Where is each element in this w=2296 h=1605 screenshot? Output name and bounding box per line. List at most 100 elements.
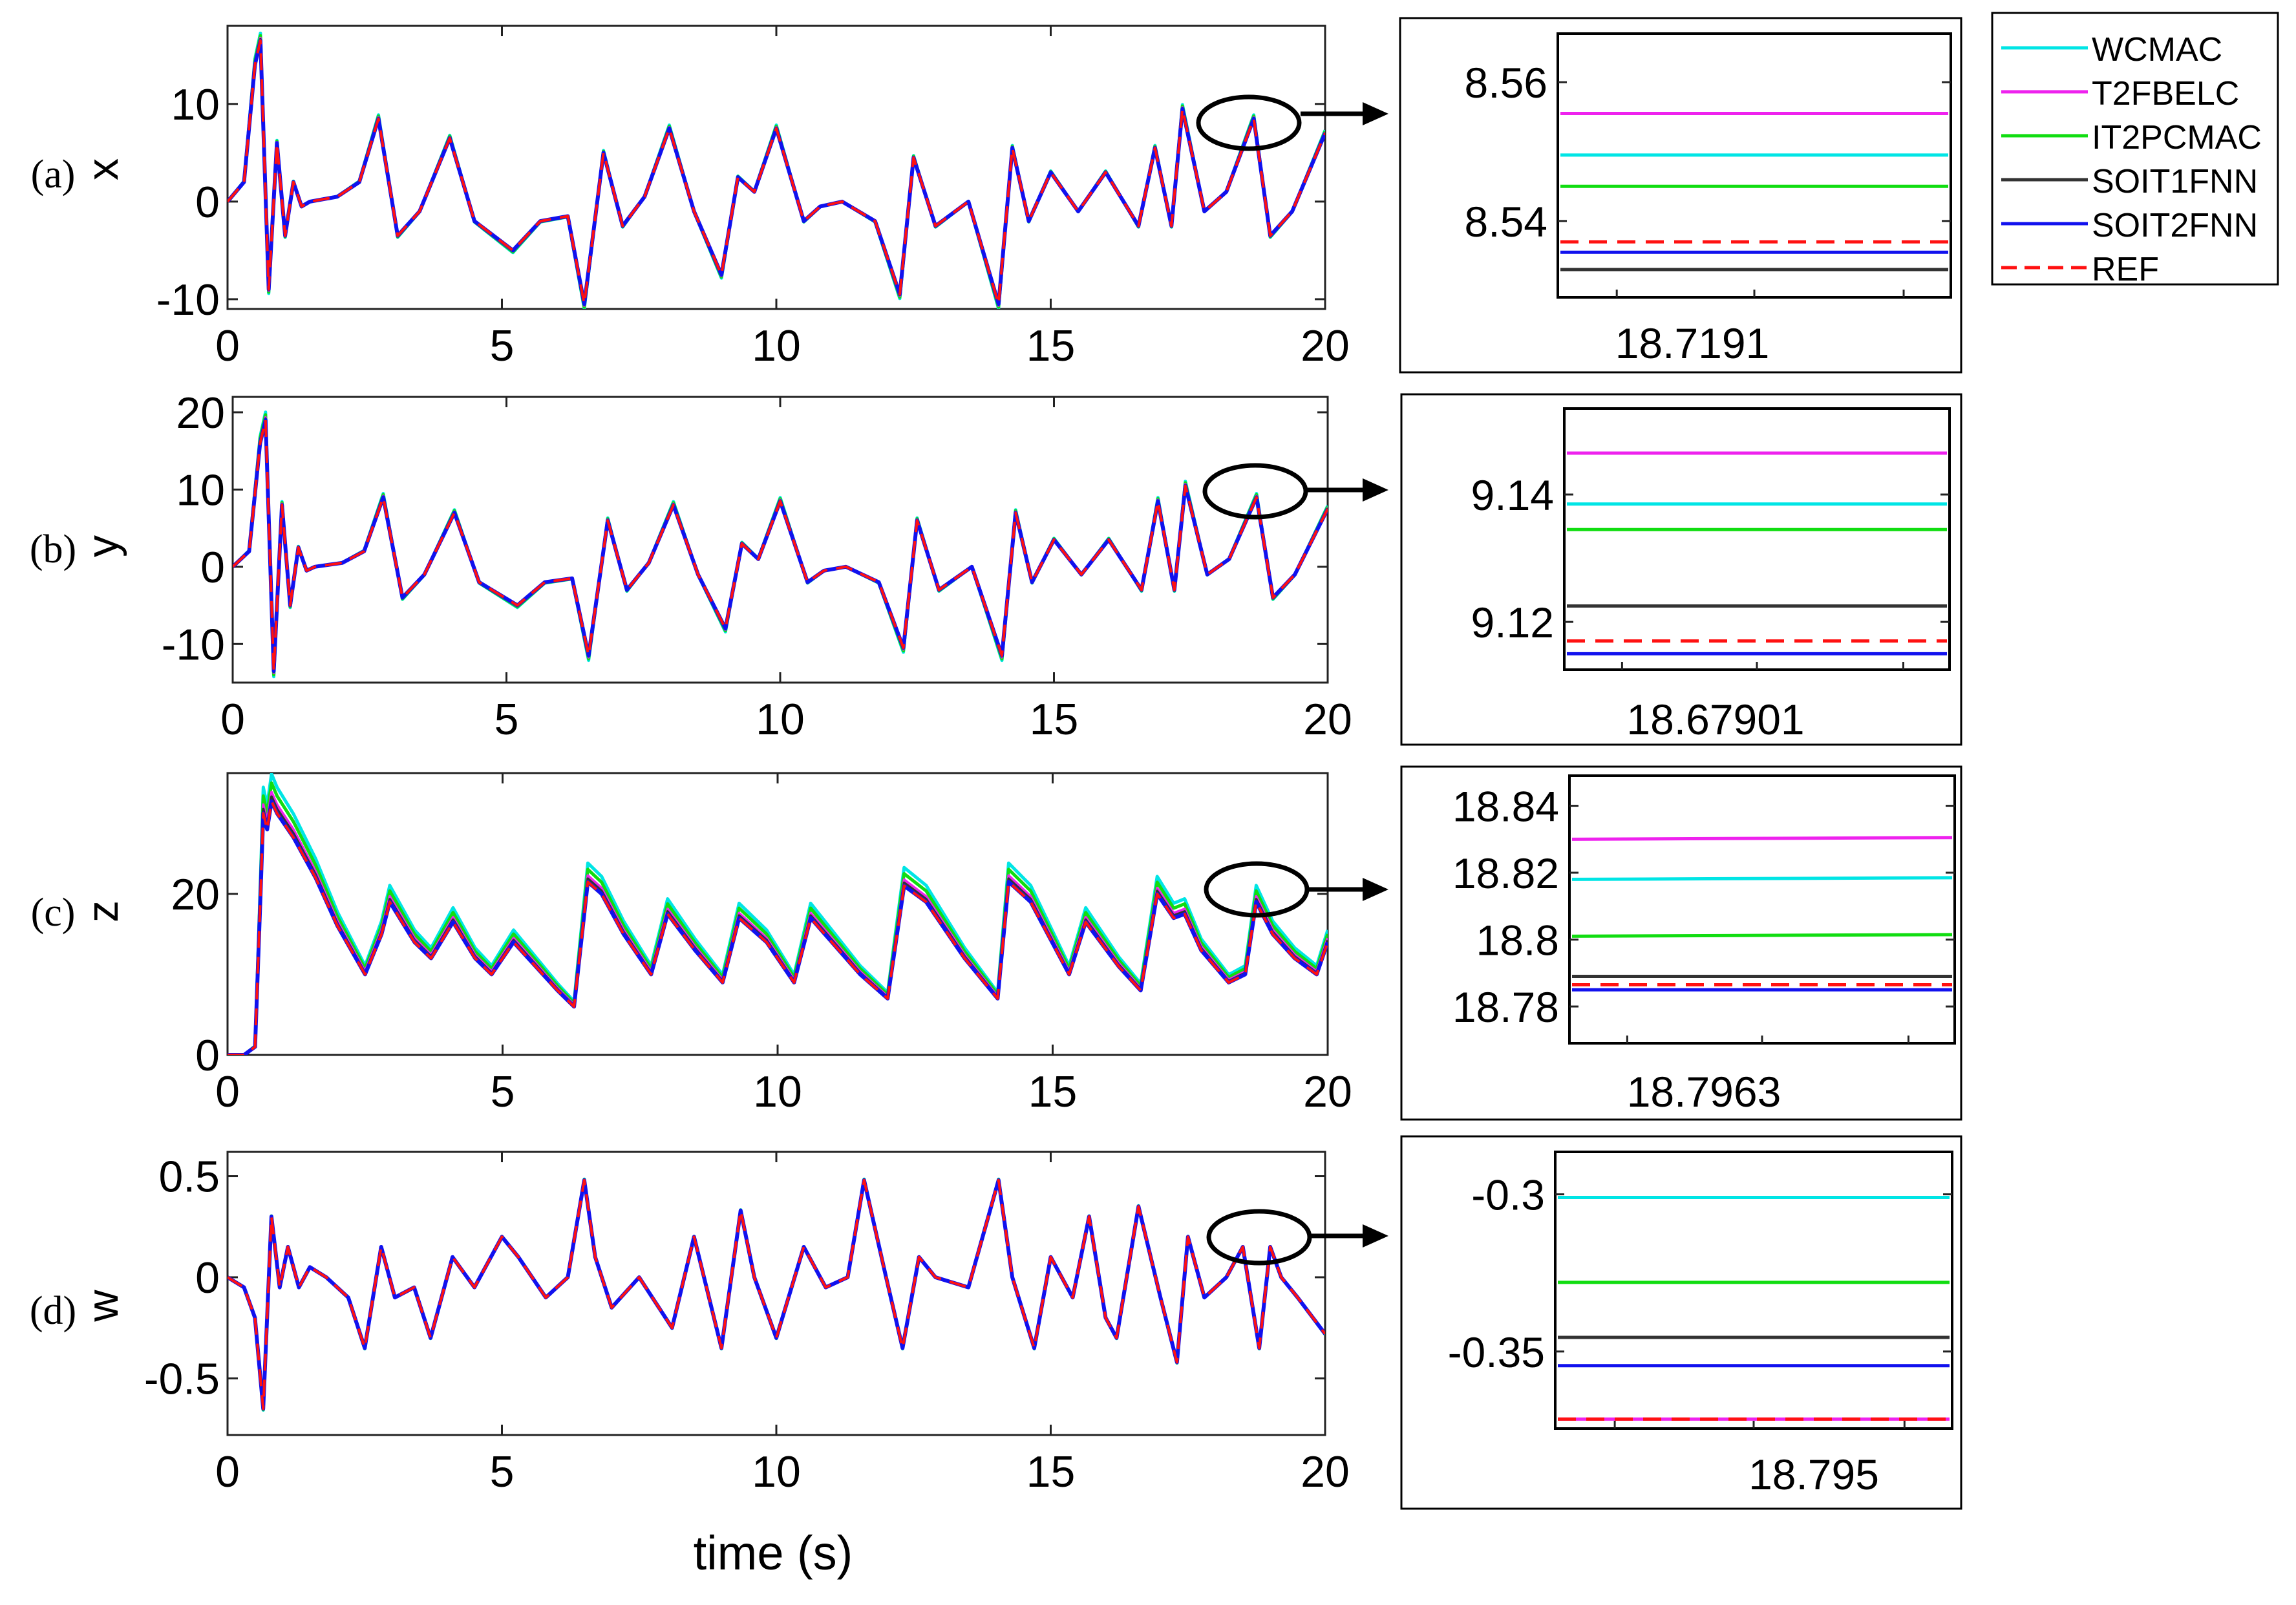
zoom-y-tick-label: 18.82	[1452, 849, 1559, 897]
zoom-chart-4: -0.35 -0.3 18.795	[1400, 1135, 1962, 1510]
x-tick-label: 5	[490, 321, 515, 370]
zoom-x-label: 18.7963	[1627, 1068, 1781, 1116]
y-tick-label: 20	[176, 388, 225, 438]
x-tick-label: 10	[752, 1447, 801, 1496]
main-chart-4: 0 5 10 15 20 -0.5 0 0.5 (d) w	[30, 1151, 1350, 1496]
series-ref	[233, 418, 1328, 673]
x-tick-label: 15	[1026, 1447, 1076, 1496]
panel-label: (a)	[31, 153, 76, 197]
zoom-y-tick-label: -0.35	[1448, 1328, 1545, 1376]
x-tick-label: 10	[753, 1067, 802, 1116]
legend-items: WCMAC T2FBELC IT2PCMAC SOIT1FNN SOIT2FNN REF	[2001, 31, 2262, 288]
zoom-x-label: 18.67901	[1626, 696, 1804, 743]
callout-arrow-head	[1363, 1224, 1388, 1248]
zoom-chart-1: 8.54 8.56 18.7191	[1399, 17, 1962, 374]
legend-item-it2pcmac: IT2PCMAC	[2001, 119, 2262, 156]
zoom-y-tick-label: 9.12	[1471, 599, 1554, 646]
legend-label: IT2PCMAC	[2092, 119, 2262, 156]
x-tick-label: 20	[1303, 695, 1352, 744]
zoom-y-tick-label: -0.3	[1471, 1171, 1545, 1219]
plot-area	[226, 1151, 1326, 1436]
zoom-series-it2pcmac	[1571, 933, 1953, 938]
x-tick-label: 10	[752, 321, 801, 370]
x-tick-label: 10	[756, 695, 805, 744]
callouts	[1196, 94, 1388, 1266]
plot-area	[231, 396, 1329, 684]
x-axis-label: time (s)	[694, 1526, 853, 1580]
zoom-y-tick-label: 18.8	[1476, 917, 1559, 964]
zoom-x-label: 18.795	[1749, 1451, 1879, 1498]
y-tick-label: -10	[162, 620, 225, 669]
zoom-chart-3: 18.78 18.8 18.82 18.84 18.7963	[1400, 765, 1962, 1121]
y-axis-label: w	[78, 1290, 127, 1323]
zoom-series-wcmac	[1571, 876, 1953, 881]
series-ref	[228, 39, 1325, 306]
legend-item-wcmac: WCMAC	[2001, 31, 2222, 69]
plot-area	[226, 772, 1329, 1056]
y-tick-label: 20	[171, 870, 220, 919]
zoom-plot-area	[1563, 407, 1951, 671]
x-tick-label: 15	[1026, 321, 1076, 370]
y-axis-label: z	[78, 900, 127, 922]
x-tick-label: 15	[1028, 1067, 1078, 1116]
x-tick-label: 5	[491, 1067, 515, 1116]
zoom-y-tick-label: 18.78	[1452, 983, 1559, 1031]
legend-label: SOIT2FNN	[2092, 207, 2258, 244]
plot-area	[226, 25, 1326, 310]
panel-label: (b)	[30, 527, 76, 571]
x-tick-label: 0	[215, 1067, 240, 1116]
callout-arrow-head	[1363, 478, 1388, 502]
panel-label: (d)	[30, 1289, 76, 1333]
y-tick-label: -10	[156, 275, 220, 324]
callout-arrow-head	[1363, 102, 1388, 125]
legend-label: REF	[2092, 251, 2159, 288]
series-wcmac	[228, 773, 1328, 1055]
callout-ellipse	[1204, 861, 1310, 918]
y-tick-label: 0	[195, 178, 220, 227]
x-tick-label: 20	[1301, 1447, 1350, 1496]
legend-label: T2FBELC	[2092, 75, 2239, 112]
panel-label: (c)	[31, 891, 76, 935]
zoom-callout	[1196, 94, 1388, 151]
legend-item-ref: REF	[2001, 251, 2159, 288]
y-tick-label: 10	[171, 80, 220, 129]
y-tick-label: 0	[195, 1031, 220, 1080]
series-it2pcmac	[228, 781, 1328, 1055]
y-tick-label: 0.5	[158, 1153, 220, 1202]
legend-label: SOIT1FNN	[2092, 163, 2258, 200]
x-tick-label: 0	[215, 1447, 240, 1496]
zoom-x-label: 18.7191	[1615, 319, 1770, 367]
legend-item-t2fbelc: T2FBELC	[2001, 75, 2239, 112]
zoom-y-tick-label: 8.56	[1465, 59, 1547, 107]
zoom-panels: 8.54 8.56 18.7191 9.12 9.14 18.67901 18.78 18.8…	[1399, 17, 1962, 1510]
zoom-plot-area	[1554, 1151, 1953, 1430]
zoom-series-t2fbelc	[1571, 836, 1953, 841]
y-tick-label: 0	[195, 1253, 220, 1302]
callout-arrow-head	[1363, 878, 1388, 901]
legend-item-soit1fnn: SOIT1FNN	[2001, 163, 2258, 200]
callout-ellipse	[1202, 463, 1308, 520]
legend-box	[1991, 12, 2279, 286]
legend-label: WCMAC	[2092, 31, 2222, 69]
callout-ellipse	[1206, 1209, 1312, 1266]
zoom-y-tick-label: 8.54	[1465, 198, 1547, 246]
zoom-plot-area	[1568, 774, 1956, 1045]
zoom-y-tick-label: 9.14	[1471, 471, 1554, 519]
x-tick-label: 15	[1030, 695, 1079, 744]
zoom-chart-2: 9.12 9.14 18.67901	[1400, 393, 1962, 746]
series-ref	[228, 800, 1328, 1055]
zoom-callout	[1202, 463, 1388, 520]
callout-ellipse	[1196, 94, 1302, 151]
zoom-plot-area	[1557, 32, 1952, 299]
x-tick-label: 0	[215, 321, 240, 370]
zoom-callout	[1204, 861, 1388, 918]
x-tick-label: 0	[220, 695, 245, 744]
legend: WCMAC T2FBELC IT2PCMAC SOIT1FNN SOIT2FNN REF	[1991, 12, 2279, 288]
y-tick-label: 10	[176, 465, 225, 515]
x-tick-label: 20	[1303, 1067, 1352, 1116]
series-ref	[228, 1178, 1325, 1410]
y-axis-label: x	[78, 158, 127, 180]
